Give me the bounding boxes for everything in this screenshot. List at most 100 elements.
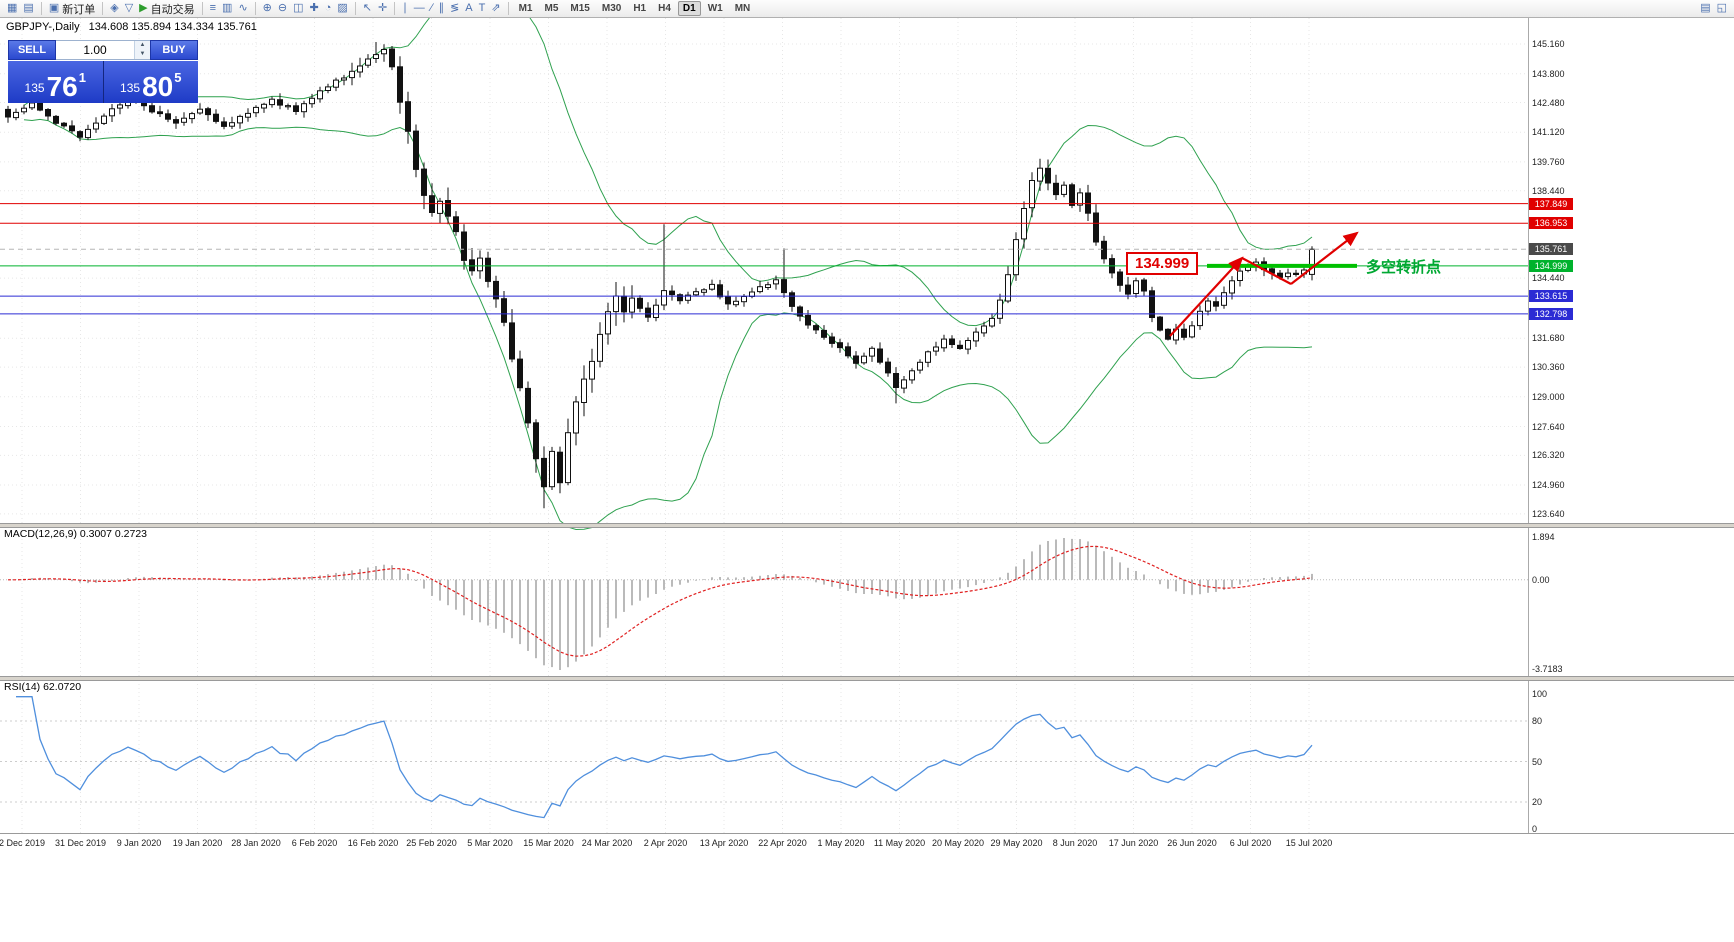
fibonacci-icon: ≶ xyxy=(450,2,460,14)
panel-separator-rsi[interactable] xyxy=(0,676,1734,681)
horizontal-line-button[interactable]: ― xyxy=(411,1,428,17)
candlestick-mode-button[interactable]: ▥ xyxy=(219,1,235,17)
toolbar-separator xyxy=(354,2,356,15)
timeframe-w1-button[interactable]: W1 xyxy=(707,3,723,14)
fibonacci-button[interactable]: ≶ xyxy=(447,1,462,17)
volume-input[interactable] xyxy=(56,41,134,59)
date-axis-label: 28 Jan 2020 xyxy=(231,838,281,848)
label-button[interactable]: T xyxy=(476,1,489,17)
toolbar-separator xyxy=(40,2,42,15)
toolbar-separator xyxy=(507,2,509,15)
timeframe-mn-button[interactable]: MN xyxy=(734,3,751,14)
symbol-period-label: GBPJPY-,Daily xyxy=(6,21,80,33)
volume-up-button[interactable]: ▲ xyxy=(135,41,150,50)
indicators-button[interactable]: ✚ xyxy=(307,1,322,17)
timeframe-h4-button[interactable]: H4 xyxy=(658,3,671,14)
timeframe-d1-button[interactable]: D1 xyxy=(677,1,701,16)
zoom-out-button[interactable]: ⊖ xyxy=(275,1,290,17)
date-axis-label: 6 Jul 2020 xyxy=(1229,838,1272,848)
autotrading-button-label: 自动交易 xyxy=(150,3,195,16)
vertical-line-icon: ∣ xyxy=(402,2,408,14)
zoom-out-icon: ⊖ xyxy=(277,2,288,14)
sell-price-prefix: 135 xyxy=(24,81,45,95)
date-axis-label: 13 Apr 2020 xyxy=(699,838,749,848)
rsi-axis-label: 80 xyxy=(1532,716,1543,726)
price-callout-box[interactable]: 134.999 xyxy=(1126,251,1199,275)
sell-price-pip: 1 xyxy=(78,70,86,85)
profiles-button[interactable]: ▤ xyxy=(20,1,36,17)
date-axis-label: 26 Jun 2020 xyxy=(1167,838,1217,848)
date-axis-label: 20 May 2020 xyxy=(931,838,985,848)
navigator-button[interactable]: ▽ xyxy=(122,1,136,17)
line-chart-mode-button[interactable]: ∿ xyxy=(235,1,250,17)
cursor-button[interactable]: ↖ xyxy=(360,1,375,17)
buy-price-pip: 5 xyxy=(174,70,182,85)
rsi-axis-label: 100 xyxy=(1532,689,1548,699)
date-axis-label: 16 Feb 2020 xyxy=(347,838,399,848)
trendline-button[interactable]: ∕ xyxy=(428,1,436,17)
trend-arrow xyxy=(1290,231,1359,285)
macd-axis-label: 0.00 xyxy=(1532,574,1550,585)
arrows-button[interactable]: ⇗ xyxy=(488,1,503,17)
sell-price-big: 76 xyxy=(46,71,78,102)
new-chart-button[interactable]: ▦ xyxy=(4,1,20,17)
price-axis-label: 124.960 xyxy=(1532,480,1565,491)
tile-windows-icon: ◫ xyxy=(293,2,304,14)
buy-price-prefix: 135 xyxy=(120,81,141,95)
timeframe-m30-button[interactable]: M30 xyxy=(601,3,622,14)
price-level-label: 136.953 xyxy=(1529,217,1573,230)
buy-button[interactable]: BUY xyxy=(150,40,198,60)
text-button[interactable]: A xyxy=(462,1,475,17)
price-level-label: 132.798 xyxy=(1529,307,1573,320)
sell-price-display[interactable]: 135 76 1 xyxy=(8,61,104,103)
timeframe-m5-button[interactable]: M5 xyxy=(544,3,559,14)
timeframe-m15-button[interactable]: M15 xyxy=(570,3,590,14)
window-layout-button[interactable]: ◱ xyxy=(1714,1,1730,17)
timeframe-m1-button[interactable]: M1 xyxy=(518,3,533,14)
rsi-axis-label: 50 xyxy=(1532,756,1543,767)
date-axis-label: 11 May 2020 xyxy=(873,838,926,848)
new-order-button[interactable]: ▣ 新订单 xyxy=(46,1,98,17)
toolbar-separator xyxy=(254,2,256,15)
bar-chart-mode-icon: ≡ xyxy=(209,2,217,14)
candles xyxy=(5,42,1315,509)
toolbar-separator xyxy=(394,2,396,15)
channel-button[interactable]: ∥ xyxy=(436,1,448,17)
volume-down-button[interactable]: ▼ xyxy=(135,50,150,59)
text-icon: A xyxy=(465,2,473,14)
templates-icon: ▨ xyxy=(337,2,348,14)
toolbar-right-group: ▤ ◱ xyxy=(1697,1,1730,17)
autotrading-button[interactable]: ▶ 自动交易 xyxy=(136,1,197,17)
new-chart-icon: ▦ xyxy=(7,2,18,14)
timeframe-h1-button[interactable]: H1 xyxy=(633,3,647,14)
periods-button[interactable]: ◔ xyxy=(322,1,335,17)
panel-separator-macd[interactable] xyxy=(0,523,1734,528)
price-axis-label: 130.360 xyxy=(1532,362,1565,373)
toolbar-separator xyxy=(201,2,203,15)
trendline-icon: ∕ xyxy=(430,2,433,14)
vertical-line-button[interactable]: ∣ xyxy=(399,1,411,17)
data-window-button[interactable]: ◈ xyxy=(107,1,121,17)
rsi-axis-label: 20 xyxy=(1532,797,1543,807)
macd-axis-label: -3.7183 xyxy=(1532,664,1563,674)
print-button[interactable]: ▤ xyxy=(1697,1,1713,17)
price-axis-line xyxy=(1528,18,1529,834)
crosshair-button[interactable]: ✛ xyxy=(375,1,390,17)
tile-windows-button[interactable]: ◫ xyxy=(290,1,306,17)
buy-price-display[interactable]: 135 80 5 xyxy=(103,61,198,103)
buy-price-big: 80 xyxy=(142,71,174,102)
price-level-label: 135.761 xyxy=(1529,243,1573,256)
date-axis-label: 25 Feb 2020 xyxy=(406,838,457,848)
zoom-in-button[interactable]: ⊕ xyxy=(260,1,275,17)
sell-button[interactable]: SELL xyxy=(8,40,56,60)
bar-chart-mode-button[interactable]: ≡ xyxy=(207,1,219,17)
price-axis-label: 131.680 xyxy=(1532,333,1565,344)
profiles-icon: ▤ xyxy=(23,2,34,14)
turning-point-label[interactable]: 多空转折点 xyxy=(1366,258,1442,276)
autotrading-icon: ▶ xyxy=(139,2,148,14)
line-chart-mode-icon: ∿ xyxy=(238,2,248,14)
horizontal-line-icon: ― xyxy=(413,2,425,14)
templates-button[interactable]: ▨ xyxy=(334,1,350,17)
arrows-icon: ⇗ xyxy=(491,2,501,14)
